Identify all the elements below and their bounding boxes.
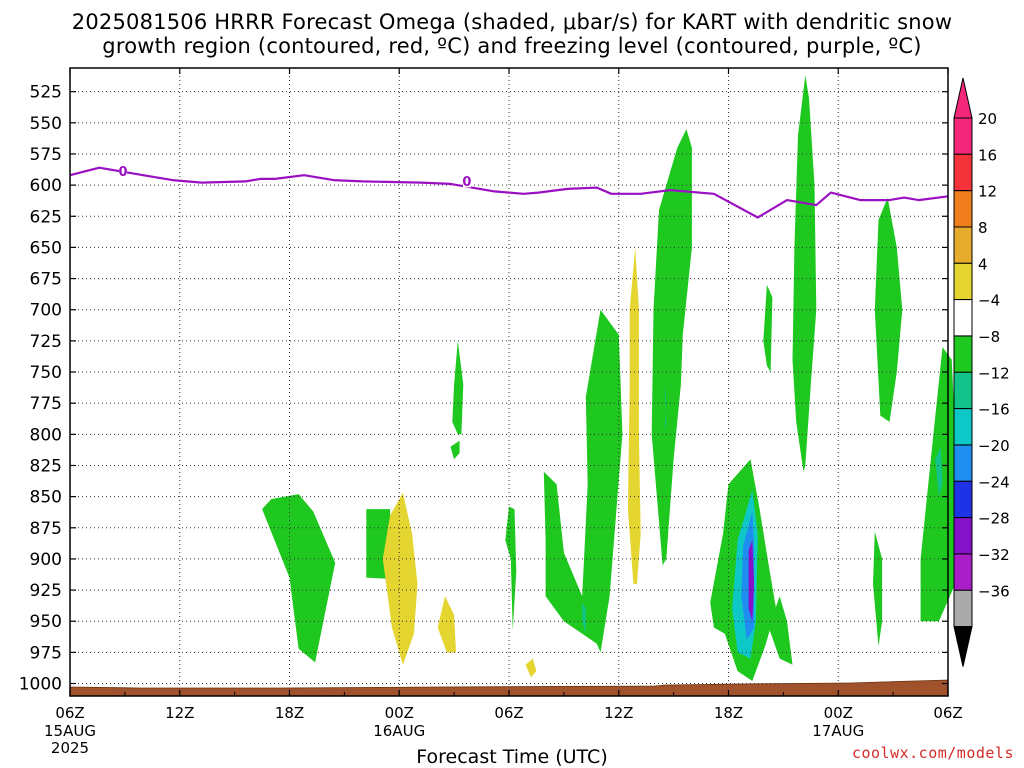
y-tick-label: 575 xyxy=(30,145,62,165)
x-tick-label: 06Z xyxy=(494,704,523,722)
y-tick-label: 725 xyxy=(30,332,62,352)
plot-frame xyxy=(69,67,949,697)
colorbar-label: 16 xyxy=(978,146,997,164)
colorbar-swatch xyxy=(953,335,973,373)
omega-area xyxy=(543,309,623,653)
y-tick-label: 600 xyxy=(30,176,62,196)
credit-link[interactable]: coolwx.com/models xyxy=(851,744,1014,762)
omega-area xyxy=(452,340,464,435)
omega-area xyxy=(763,284,773,372)
omega-area xyxy=(582,602,586,634)
colorbar: 20 16 12 8 4 −4 −8 −12 −16 −20 −24 −28 −32 −36 xyxy=(953,77,1010,667)
colorbar-swatch xyxy=(953,480,973,519)
x-tick-date: 16AUG xyxy=(373,722,425,740)
colorbar-label: −36 xyxy=(978,582,1010,600)
x-tick-label: 18Z xyxy=(275,704,304,722)
colorbar-swatch xyxy=(953,371,973,410)
colorbar-label: −12 xyxy=(978,364,1010,382)
y-tick-label: 825 xyxy=(30,456,62,476)
colorbar-swatch xyxy=(953,262,973,301)
omega-area xyxy=(262,494,336,663)
colorbar-top-arrow xyxy=(953,77,973,119)
colorbar-label: −28 xyxy=(978,510,1010,528)
freezing-level-line xyxy=(69,166,949,219)
colorbar-bottom-arrow xyxy=(953,626,973,667)
y-tick-label: 925 xyxy=(30,581,62,601)
x-tick-date: 17AUG xyxy=(812,722,864,740)
chart-grid xyxy=(69,68,949,696)
omega-area xyxy=(792,75,817,472)
colorbar-swatch xyxy=(953,589,973,628)
x-tick-label: 18Z xyxy=(714,704,743,722)
colorbar-label: −8 xyxy=(978,328,1000,346)
omega-area xyxy=(873,531,883,647)
freezing-level-label-bg xyxy=(119,164,128,178)
x-tick-label: 00Z xyxy=(385,704,414,722)
colorbar-swatch xyxy=(953,299,973,337)
omega-area xyxy=(664,384,667,435)
x-tick-label: 06Z xyxy=(55,704,84,722)
chart-title-line1: 2025081506 HRRR Forecast Omega (shaded, … xyxy=(71,10,953,34)
x-tick-label: 12Z xyxy=(165,704,194,722)
x-tick-label: 06Z xyxy=(933,704,962,722)
y-tick-label: 850 xyxy=(30,488,62,508)
chart-title-line2: growth region (contoured, red, ºC) and f… xyxy=(102,34,922,58)
y-tick-label: 750 xyxy=(30,363,62,383)
freezing-level-label-bg xyxy=(462,174,471,188)
colorbar-label: 4 xyxy=(978,255,988,273)
colorbar-swatch xyxy=(953,553,973,591)
y-tick-label: 675 xyxy=(30,270,62,290)
axis-ticks: 525 550 575 600 625 650 675 700 725 750 775 800 825 8… xyxy=(19,68,963,757)
y-tick-label: 975 xyxy=(30,643,62,663)
colorbar-label: 12 xyxy=(978,183,997,201)
y-tick-label: 875 xyxy=(30,519,62,539)
y-tick-label: 950 xyxy=(30,612,62,632)
omega-area xyxy=(748,540,755,622)
colorbar-label: −24 xyxy=(978,473,1010,491)
y-tick-label: 550 xyxy=(30,114,62,134)
x-tick-year: 2025 xyxy=(51,739,89,757)
y-tick-label: 625 xyxy=(30,207,62,227)
freezing-level-label: 0 xyxy=(119,165,128,180)
colorbar-label: 8 xyxy=(978,219,988,237)
y-tick-label: 775 xyxy=(30,394,62,414)
omega-shading xyxy=(262,75,956,681)
omega-area xyxy=(651,129,692,566)
colorbar-swatch xyxy=(953,153,973,192)
colorbar-swatch xyxy=(953,408,973,446)
colorbar-label: −16 xyxy=(978,401,1010,419)
omega-area xyxy=(450,440,460,460)
y-tick-label: 800 xyxy=(30,425,62,445)
y-tick-label: 700 xyxy=(30,301,62,321)
omega-area xyxy=(768,596,793,665)
y-tick-label: 900 xyxy=(30,550,62,570)
x-tick-date: 15AUG xyxy=(44,722,96,740)
y-tick-label: 650 xyxy=(30,238,62,258)
omega-area xyxy=(935,446,943,497)
omega-area xyxy=(525,658,537,678)
freezing-level: 00 xyxy=(69,164,949,219)
omega-area xyxy=(437,596,456,653)
y-tick-label: 525 xyxy=(30,83,62,103)
y-tick-label: 1000 xyxy=(19,675,62,695)
colorbar-swatch xyxy=(953,226,973,264)
colorbar-swatch xyxy=(953,517,973,555)
freezing-level-label: 0 xyxy=(462,175,471,190)
omega-area xyxy=(627,247,641,584)
colorbar-label: −20 xyxy=(978,437,1010,455)
colorbar-label: −4 xyxy=(978,292,1000,310)
omega-area xyxy=(874,197,903,422)
colorbar-swatch xyxy=(953,117,973,155)
colorbar-label: 20 xyxy=(978,110,997,128)
x-axis-label: Forecast Time (UTC) xyxy=(416,746,608,768)
x-tick-label: 00Z xyxy=(824,704,853,722)
colorbar-label: −32 xyxy=(978,546,1010,564)
colorbar-swatch xyxy=(953,190,973,228)
omega-area xyxy=(382,492,418,665)
x-tick-label: 12Z xyxy=(604,704,633,722)
colorbar-swatch xyxy=(953,444,973,482)
omega-area xyxy=(505,506,517,630)
